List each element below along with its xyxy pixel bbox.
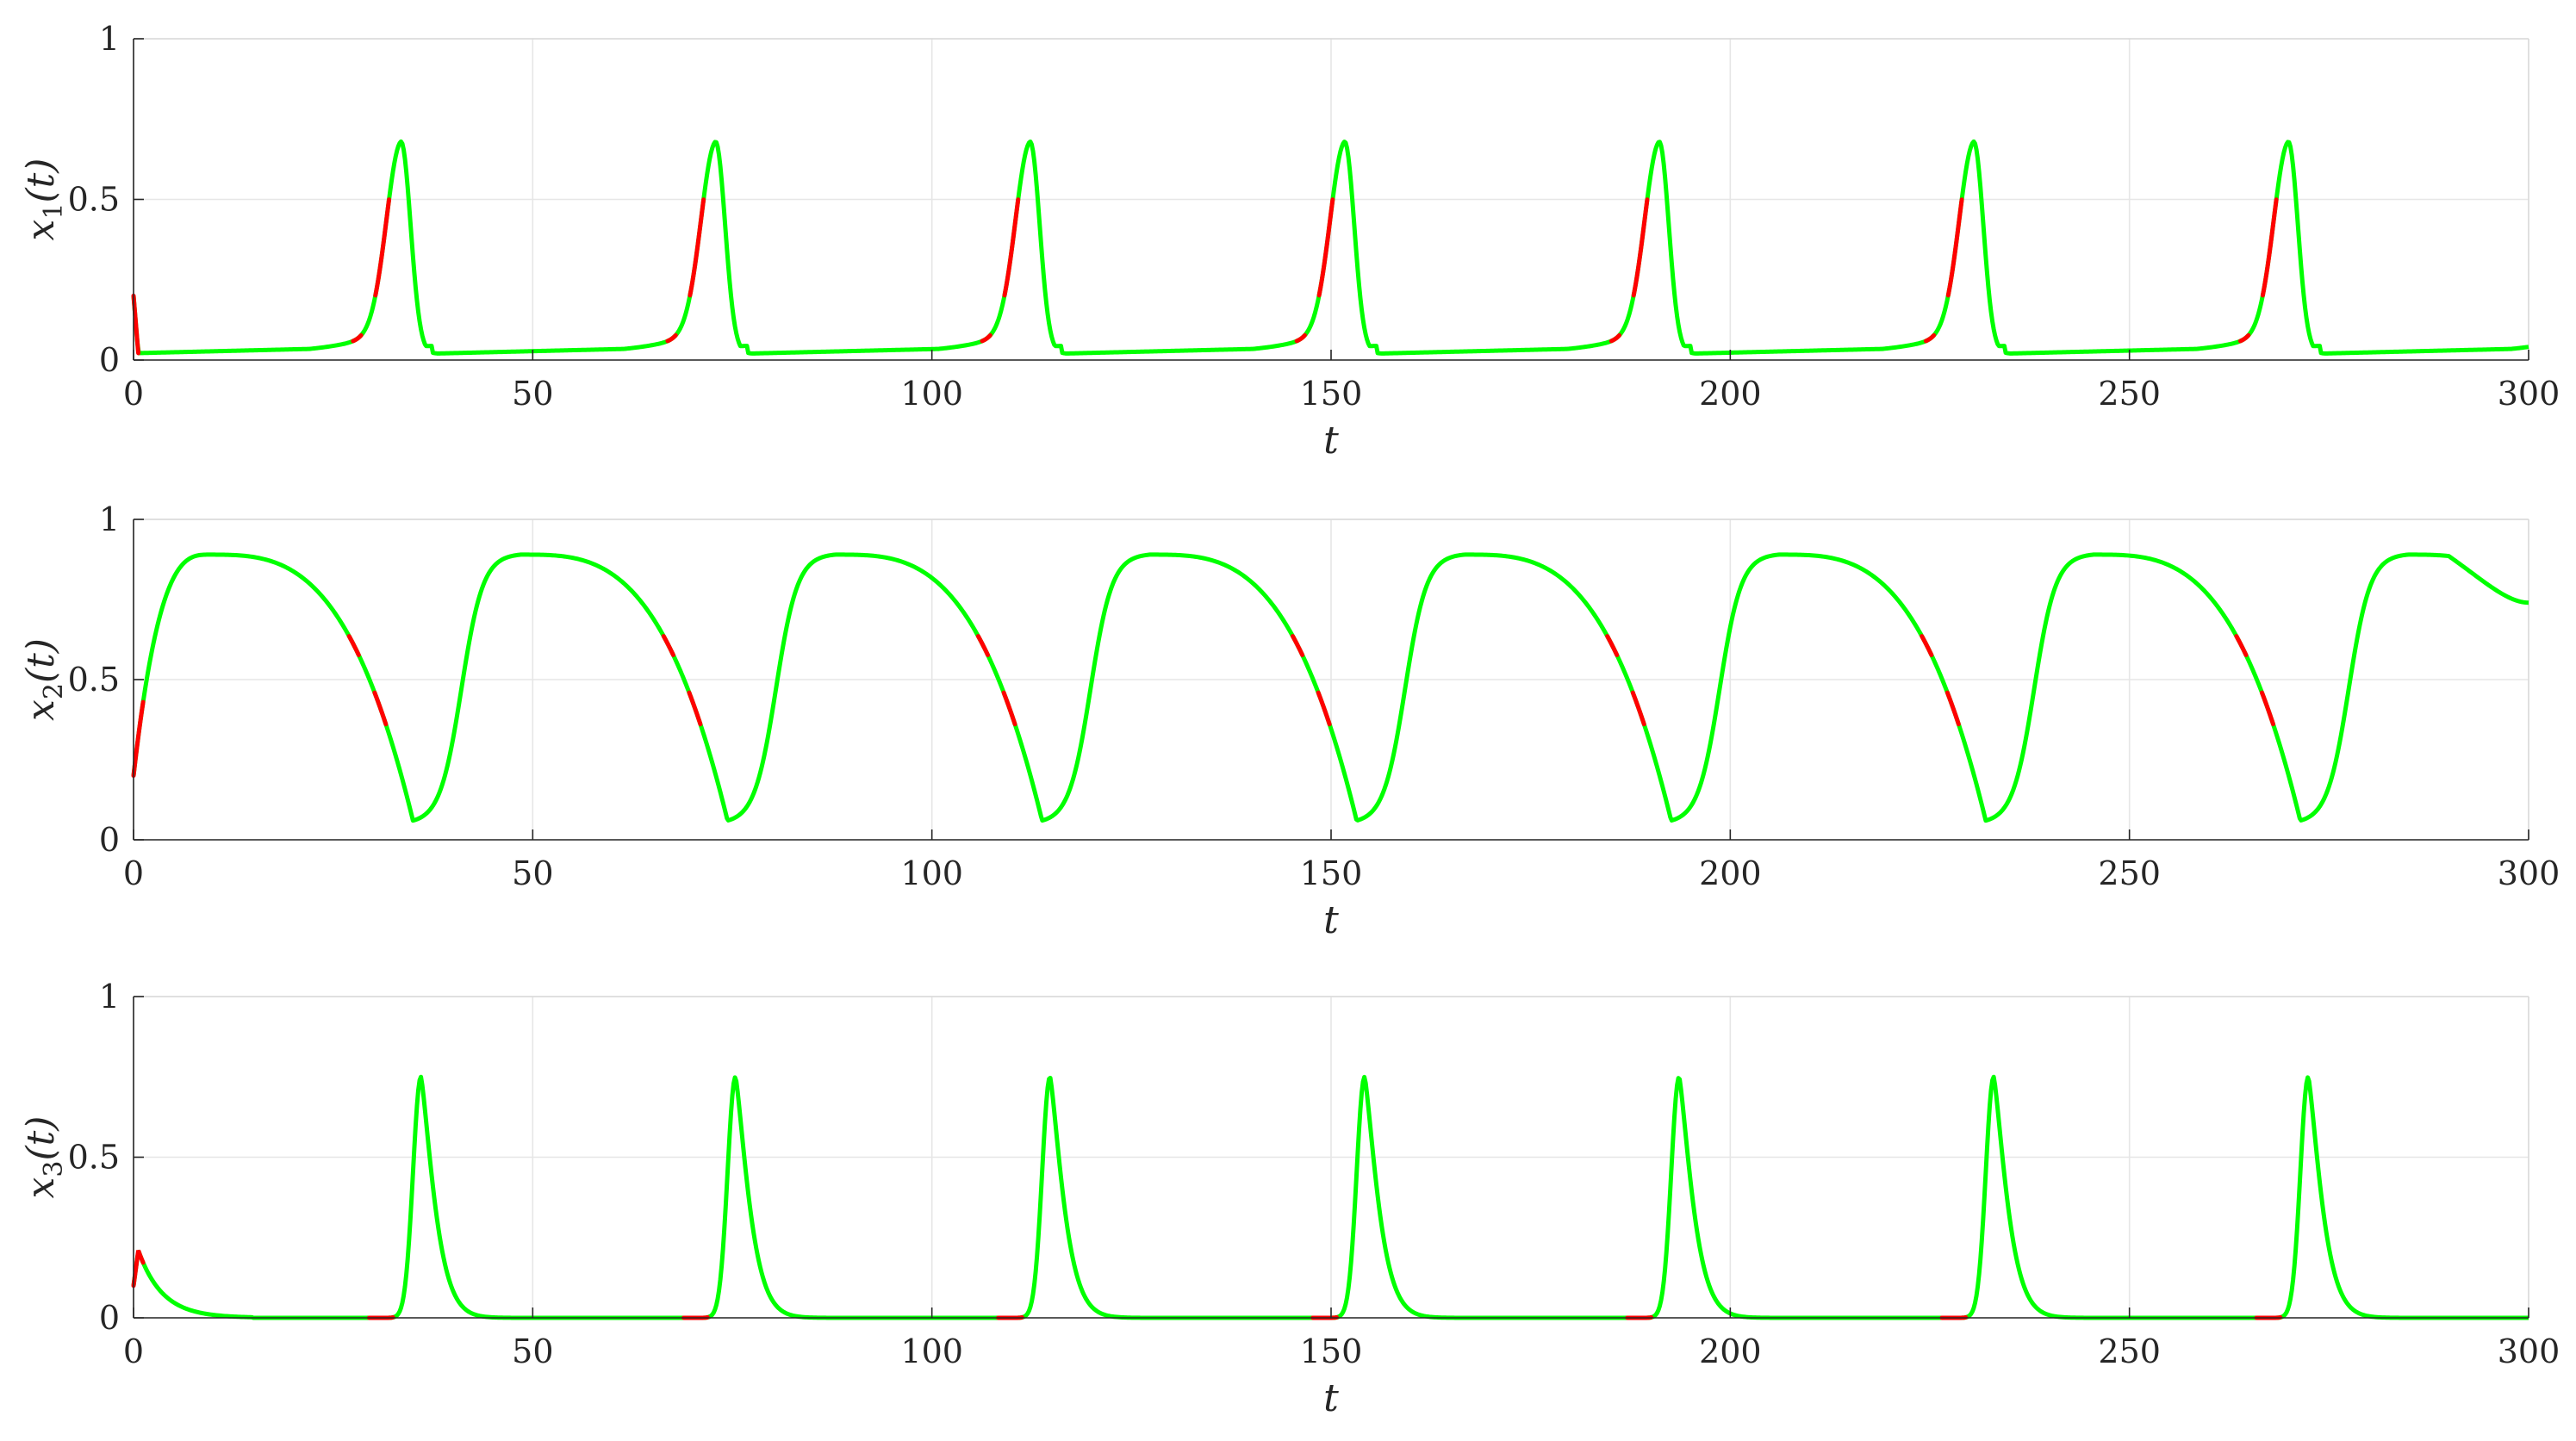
subplot-x1: 0 50 100 150 200 250 300 0 0.5 1 t x1(t) <box>19 20 2560 463</box>
x-tick-label: 250 <box>2098 854 2161 892</box>
x-tick-label: 250 <box>2098 375 2161 413</box>
subplot-x3: 0 50 100 150 200 250 300 0 0.5 1 t x3(t) <box>19 978 2560 1420</box>
x-tick-label: 300 <box>2498 854 2560 892</box>
y-tick-label: 0.5 <box>68 1139 120 1177</box>
x-tick-label: 200 <box>1699 1332 1762 1370</box>
series-line-highlight <box>131 293 141 356</box>
x-tick-label: 200 <box>1699 854 1762 892</box>
x-tick-label: 50 <box>512 1332 553 1370</box>
series-line-highlight <box>131 699 146 779</box>
series-line-highlight <box>1944 690 1961 727</box>
series-line-highlight <box>373 197 392 298</box>
series-line-highlight <box>2259 690 2275 727</box>
x-tick-label: 0 <box>123 375 144 413</box>
series-line-highlight <box>372 690 389 727</box>
x-tick-label: 300 <box>2498 1332 2560 1370</box>
series-line-highlight <box>131 1249 146 1289</box>
series-line-highlight <box>351 332 364 344</box>
y-axis-label: x3(t) <box>19 1116 69 1199</box>
series-line-highlight <box>687 690 703 727</box>
series-line-highlight <box>2234 634 2249 657</box>
y-tick-label: 1 <box>99 20 120 58</box>
series-line-highlight <box>1002 197 1021 298</box>
series-line-highlight <box>665 332 678 344</box>
y-axis-label: x2(t) <box>19 638 69 721</box>
series-line-highlight <box>1605 634 1620 657</box>
y-tick-label: 1 <box>99 500 120 538</box>
series-line-main <box>131 552 2529 823</box>
series-line-highlight <box>1920 634 1934 657</box>
series-line-highlight <box>661 634 675 657</box>
y-tick-label: 0 <box>99 821 120 859</box>
series-line-highlight <box>975 634 991 657</box>
x-axis-label: t <box>1323 1376 1339 1420</box>
series-line-highlight <box>1316 690 1332 727</box>
series-line-highlight <box>1631 197 1650 298</box>
series-line-highlight <box>688 197 706 298</box>
series-line-highlight <box>1630 690 1646 727</box>
x-tick-label: 50 <box>512 375 553 413</box>
x-tick-label: 0 <box>123 1332 144 1370</box>
x-axis-label: t <box>1323 898 1339 942</box>
y-tick-label: 0.5 <box>68 181 120 219</box>
series-line-highlight <box>1001 690 1017 727</box>
x-tick-label: 100 <box>900 1332 963 1370</box>
y-tick-label: 1 <box>99 978 120 1016</box>
y-tick-label: 0 <box>99 341 120 379</box>
x-tick-label: 0 <box>123 854 144 892</box>
subplot-x2: 0 50 100 150 200 250 300 0 0.5 1 t x2(t) <box>19 500 2560 942</box>
x-tick-label: 100 <box>900 375 963 413</box>
x-tick-label: 150 <box>1300 854 1363 892</box>
y-tick-label: 0 <box>99 1299 120 1337</box>
series-line-highlight <box>1291 634 1305 657</box>
x-tick-label: 50 <box>512 854 553 892</box>
y-tick-label: 0.5 <box>68 661 120 699</box>
x-tick-label: 150 <box>1300 1332 1363 1370</box>
series-line-highlight <box>1316 197 1335 298</box>
series-line-highlight <box>346 634 361 657</box>
series-line-highlight <box>1923 332 1937 344</box>
y-axis-label: x1(t) <box>19 158 69 241</box>
series-line-highlight <box>2260 197 2279 298</box>
x-axis-label: t <box>1323 419 1339 463</box>
x-tick-label: 200 <box>1699 375 1762 413</box>
series-line-highlight <box>980 332 992 344</box>
series-line-highlight <box>1945 197 1964 298</box>
x-tick-label: 100 <box>900 854 963 892</box>
x-tick-label: 250 <box>2098 1332 2161 1370</box>
series-line-highlight <box>2237 332 2251 344</box>
series-line-highlight <box>1294 332 1307 344</box>
x-tick-label: 300 <box>2498 375 2560 413</box>
series-line-highlight <box>1608 332 1622 344</box>
x-tick-label: 150 <box>1300 375 1363 413</box>
